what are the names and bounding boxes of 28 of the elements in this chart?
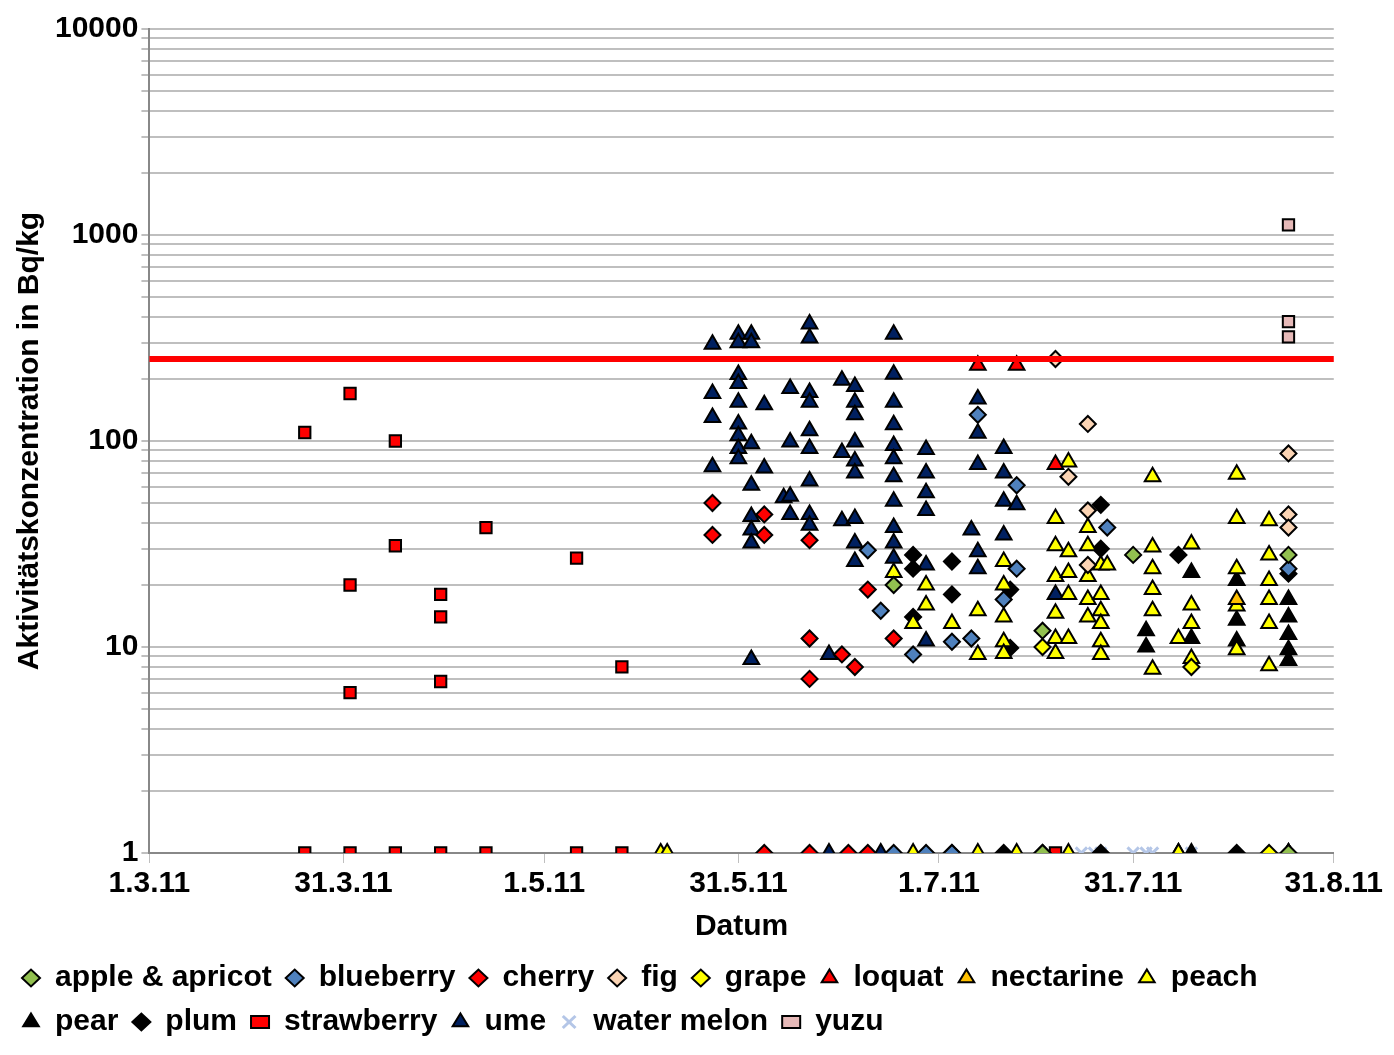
legend-label: blueberry [318, 959, 456, 993]
x-tick-label: 1.3.11 [108, 865, 191, 899]
legend-label: apple & apricot [55, 959, 272, 993]
y-tick-label: 10000 [54, 10, 139, 44]
x-tick-label: 1.5.11 [503, 865, 586, 899]
x-tick-label: 31.3.11 [294, 865, 393, 899]
y-tick-label: 1000 [71, 216, 139, 250]
x-tick-label: 31.7.11 [1083, 865, 1183, 899]
legend-label: pear [55, 1003, 119, 1037]
x-tick-label: 31.8.11 [1284, 865, 1383, 899]
y-tick-label: 100 [88, 422, 139, 456]
y-axis-title: Aktivitätskonzentration in Bq/kg [11, 211, 45, 671]
x-tick-label: 31.5.11 [689, 865, 788, 899]
legend-label: yuzu [815, 1003, 884, 1037]
x-tick-label: 1.7.11 [898, 865, 980, 899]
y-tick-label: 1 [121, 834, 139, 868]
legend-label: grape [724, 959, 807, 993]
legend-label: ume [484, 1003, 547, 1037]
legend-label: cherry [502, 959, 595, 993]
legend-label: plum [165, 1003, 238, 1037]
y-tick-label: 10 [105, 628, 139, 662]
legend-label: peach [1170, 959, 1258, 993]
legend-label: water melon [592, 1003, 769, 1037]
legend-label: nectarine [990, 959, 1124, 993]
legend-label: loquat [853, 959, 944, 993]
x-axis-title: Datum [694, 908, 789, 942]
legend-label: fig [641, 959, 678, 993]
legend-label: strawberry [284, 1003, 438, 1037]
